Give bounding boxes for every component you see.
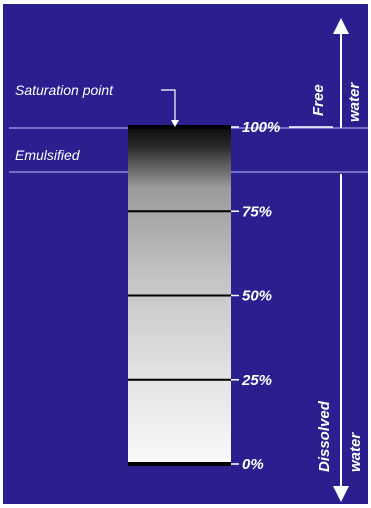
dissolved-water-label-line2: water: [347, 432, 364, 472]
saturation-arrow-head: [171, 120, 179, 127]
saturation-point-label: Saturation point: [15, 82, 114, 98]
diagram-canvas: 100% 75% 50% 25% 0% Saturation point Emulsif…: [9, 18, 368, 502]
free-water-label-line1: Free: [310, 84, 327, 116]
emulsified-label: Emulsified: [15, 147, 81, 163]
level-markers: 100% 75% 50% 25% 0%: [128, 119, 333, 473]
free-water-label-line2: water: [346, 82, 363, 122]
level-label-0: 0%: [242, 456, 264, 473]
level-label-25: 25%: [241, 372, 272, 389]
saturation-leader-line: [161, 89, 176, 124]
water-saturation-diagram: 100% 75% 50% 25% 0% Saturation point Emulsif…: [3, 4, 368, 504]
level-label-100: 100%: [242, 119, 280, 136]
level-label-75: 75%: [242, 203, 272, 220]
level-label-50: 50%: [242, 288, 272, 305]
dissolved-water-label-line1: Dissolved: [316, 400, 333, 472]
